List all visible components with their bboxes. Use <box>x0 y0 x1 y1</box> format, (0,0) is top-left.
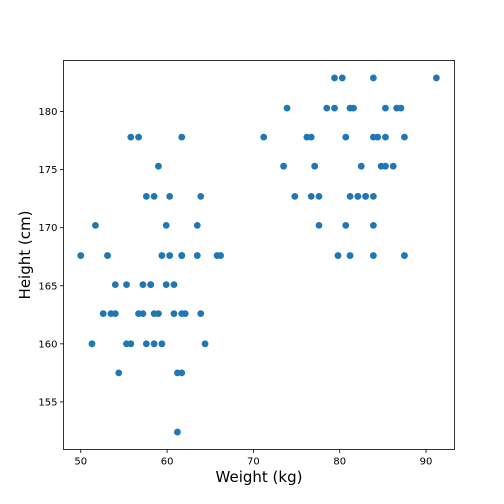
plot-area <box>63 60 455 450</box>
data-point <box>354 192 362 200</box>
data-point <box>193 221 201 229</box>
data-point <box>315 221 323 229</box>
data-point <box>311 162 319 170</box>
data-point <box>217 252 224 259</box>
data-point <box>357 162 365 170</box>
data-point <box>166 192 174 200</box>
data-point <box>92 221 99 229</box>
y-tick-label: 175 <box>38 165 57 176</box>
data-point <box>142 340 150 348</box>
data-point <box>331 74 338 82</box>
y-axis: 155 160 165 170 175 180 <box>38 107 64 408</box>
data-point <box>193 252 201 259</box>
y-tick-label: 170 <box>38 223 57 234</box>
data-point <box>432 74 440 82</box>
x-tick-label: 90 <box>420 457 433 468</box>
data-point <box>291 192 299 200</box>
data-point <box>104 252 111 259</box>
data-point <box>382 133 389 141</box>
x-tick-label: 70 <box>247 457 260 468</box>
data-point <box>150 192 158 200</box>
data-point <box>389 162 397 170</box>
data-point <box>181 310 189 318</box>
data-point <box>307 133 315 141</box>
data-point <box>135 133 142 141</box>
data-point <box>374 133 382 141</box>
data-point <box>88 340 96 348</box>
x-axis-label: Weight (kg) <box>216 468 303 486</box>
data-point <box>401 252 408 259</box>
data-point <box>382 104 389 112</box>
data-point <box>155 310 162 318</box>
data-point <box>315 192 323 200</box>
data-points <box>77 74 440 436</box>
plot-frame <box>63 60 455 450</box>
data-point <box>369 252 377 259</box>
data-point <box>139 310 147 318</box>
y-axis-label: Height (cm) <box>16 211 34 300</box>
data-point <box>197 192 205 200</box>
data-point <box>123 281 130 289</box>
x-tick-label: 60 <box>161 457 174 468</box>
y-tick-label: 165 <box>38 281 57 292</box>
data-point <box>382 162 389 170</box>
data-point <box>139 281 147 289</box>
data-point <box>178 369 186 377</box>
data-point <box>369 221 377 229</box>
data-point <box>280 162 287 170</box>
data-point <box>170 310 178 318</box>
data-point <box>201 340 209 348</box>
data-point <box>162 221 170 229</box>
data-point <box>369 74 377 82</box>
data-point <box>260 133 268 141</box>
data-point <box>197 310 205 318</box>
data-point <box>342 133 350 141</box>
data-point <box>334 252 342 259</box>
data-point <box>147 281 155 289</box>
data-point <box>283 104 291 112</box>
data-point <box>342 221 350 229</box>
data-point <box>350 104 357 112</box>
data-point <box>178 252 186 259</box>
y-tick-label: 155 <box>38 397 57 408</box>
data-point <box>150 340 158 348</box>
data-point <box>158 340 166 348</box>
data-point <box>115 369 123 377</box>
data-point <box>99 310 107 318</box>
data-point <box>174 428 181 436</box>
data-point <box>127 340 135 348</box>
data-point <box>362 192 369 200</box>
x-tick-label: 80 <box>333 457 346 468</box>
data-point <box>155 162 162 170</box>
data-point <box>369 192 377 200</box>
x-tick-label: 50 <box>74 457 87 468</box>
data-point <box>397 104 405 112</box>
data-point <box>178 133 186 141</box>
data-point <box>346 192 354 200</box>
data-point <box>77 252 85 259</box>
x-axis: 50 60 70 80 90 <box>74 449 433 468</box>
y-tick-label: 160 <box>38 339 57 350</box>
data-point <box>346 252 354 259</box>
data-point <box>142 192 150 200</box>
data-point <box>170 281 178 289</box>
y-tick-label: 180 <box>38 107 57 118</box>
data-point <box>166 252 174 259</box>
data-point <box>162 281 170 289</box>
data-point <box>111 310 119 318</box>
data-point <box>401 133 408 141</box>
data-point <box>127 133 135 141</box>
data-point <box>111 281 119 289</box>
data-point <box>331 104 338 112</box>
data-point <box>338 74 346 82</box>
data-point <box>158 252 166 259</box>
data-point <box>323 104 331 112</box>
data-point <box>307 192 315 200</box>
